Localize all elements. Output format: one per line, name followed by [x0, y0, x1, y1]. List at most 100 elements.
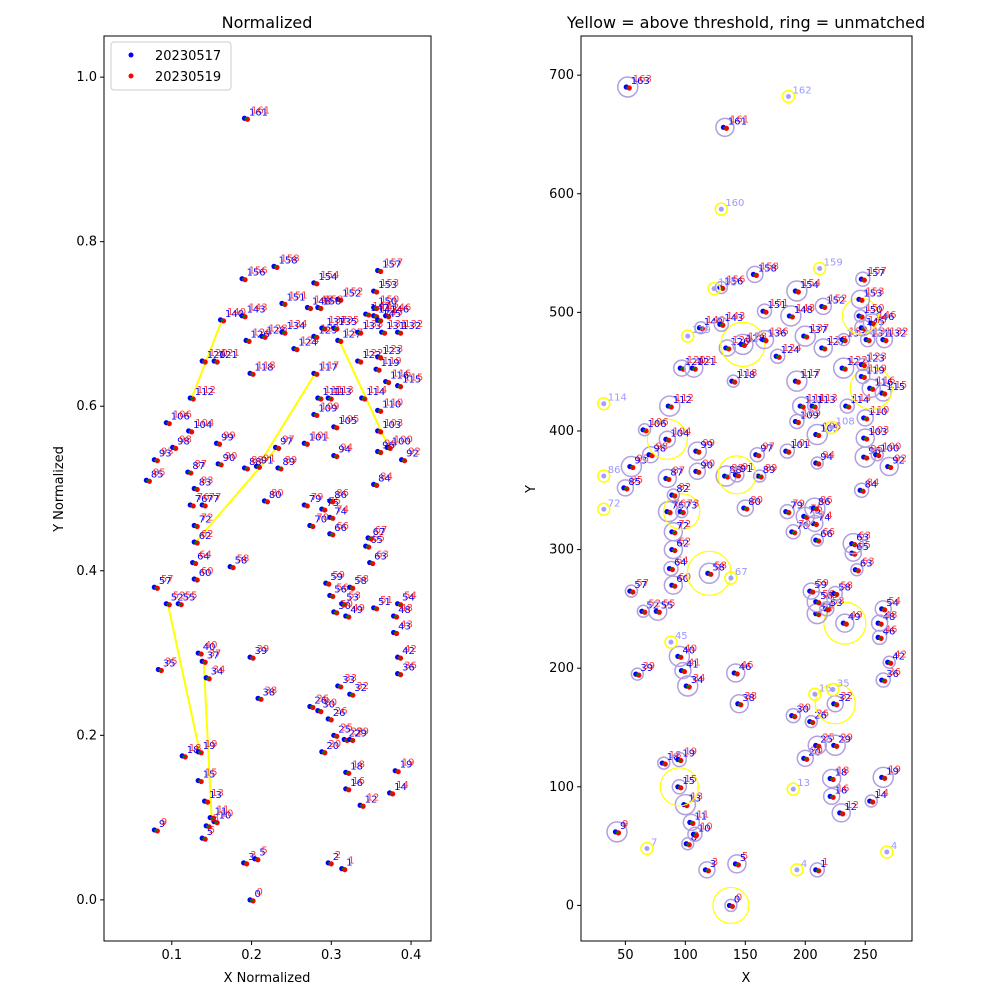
- point-label-red: 62: [678, 537, 691, 548]
- point-label-red: 12: [846, 800, 859, 811]
- point-red: [350, 692, 356, 698]
- point-label-blue: 10: [698, 823, 711, 834]
- point-label-red: 3: [712, 857, 718, 868]
- point-label-blue: 86: [334, 490, 347, 501]
- point-label-blue: 123: [866, 354, 885, 365]
- point-red: [690, 820, 696, 826]
- point-label-blue: 38: [742, 693, 755, 704]
- unmatched-ring: [752, 469, 767, 483]
- point-label-blue: 109: [318, 403, 337, 414]
- point-red: [816, 612, 822, 618]
- point-red: [686, 842, 692, 848]
- point-label-unmatched: 86: [608, 465, 621, 476]
- unmatched-ring: [617, 76, 639, 98]
- point-red: [667, 510, 673, 516]
- point-label-red: 37: [209, 648, 222, 659]
- point-label-blue: 52: [171, 593, 184, 604]
- threshold-ring: [680, 329, 695, 343]
- point-label-red: 124: [783, 343, 802, 354]
- point-red: [708, 571, 714, 577]
- point-label-red: 89: [284, 455, 297, 466]
- match-line: [375, 368, 380, 371]
- point-label-red: 15: [205, 768, 218, 779]
- point-label-red: 5: [742, 851, 748, 862]
- point-label-red: 10: [700, 821, 713, 832]
- point-red: [816, 538, 822, 544]
- match-line: [304, 442, 308, 445]
- point-red: [878, 635, 884, 641]
- point-label-blue: 116: [390, 371, 409, 382]
- point-label-blue: 143: [247, 305, 266, 316]
- match-line: [671, 531, 676, 534]
- point-label-red: 60: [678, 572, 691, 583]
- point-label-blue: 99: [700, 440, 713, 451]
- point-label-blue: 51: [378, 597, 391, 608]
- point-label-red: 55: [663, 598, 676, 609]
- point-unmatched: [668, 639, 674, 645]
- match-line: [377, 450, 381, 454]
- match-line: [377, 319, 381, 322]
- unmatched-ring: [882, 655, 896, 670]
- match-line: [257, 372, 317, 467]
- match-line: [662, 762, 666, 765]
- point-label-red: 86: [336, 488, 349, 499]
- point-red: [816, 868, 822, 874]
- match-line: [741, 343, 745, 347]
- point-label-red: 48: [885, 610, 898, 621]
- point-label-blue: 58: [712, 562, 725, 573]
- point-label-red: 39: [642, 661, 655, 672]
- point-label-blue: 35: [163, 659, 176, 670]
- point-label-blue: 59: [814, 580, 827, 591]
- unmatched-ring: [688, 462, 707, 481]
- point-label-blue: 152: [826, 295, 845, 306]
- point-label-blue: 124: [298, 338, 317, 349]
- point-label-blue: 84: [865, 479, 878, 490]
- point-label-red: 8: [213, 813, 219, 824]
- point-label-red: 98: [656, 442, 669, 453]
- y-tick-label: 400: [549, 424, 574, 439]
- match-line: [775, 355, 780, 358]
- match-line: [365, 545, 369, 548]
- match-line: [851, 542, 855, 546]
- point-label-red: 131: [388, 319, 407, 330]
- point-label-blue: 19: [886, 766, 899, 777]
- unmatched-ring: [806, 423, 829, 446]
- point-label-red: 134: [288, 319, 307, 330]
- match-line: [275, 446, 279, 450]
- point-label-red: 51: [380, 595, 393, 606]
- point-label-red: 94: [822, 450, 835, 461]
- point-label-red: 124: [300, 336, 319, 347]
- point-label-red: 123: [868, 352, 887, 363]
- match-line: [313, 335, 318, 339]
- point-label-blue: 116: [874, 377, 893, 388]
- match-line: [386, 446, 391, 450]
- point-label-red: 151: [769, 298, 788, 309]
- point-label-blue: 137: [326, 317, 345, 328]
- match-line: [377, 269, 381, 273]
- point-label-blue: 19: [203, 741, 216, 752]
- unmatched-ring: [785, 524, 802, 540]
- threshold-ring: [812, 261, 827, 276]
- point-label-red: 10: [221, 809, 234, 820]
- point-label-blue: 114: [850, 395, 869, 406]
- threshold-ring: [790, 863, 804, 877]
- point-label-blue: 14: [394, 782, 407, 793]
- point-label-blue: 145: [382, 309, 401, 320]
- point-label-blue: 127: [342, 329, 361, 340]
- point-label-blue: 92: [406, 449, 419, 460]
- point-label-blue: 36: [402, 663, 415, 674]
- point-red: [741, 342, 748, 348]
- y-tick-label: 300: [549, 543, 574, 558]
- match-line: [209, 816, 214, 820]
- point-label-blue: 110: [868, 407, 887, 418]
- match-line: [671, 584, 676, 587]
- point-red: [350, 737, 356, 744]
- x-tick-label: 50: [617, 948, 634, 963]
- match-line: [213, 820, 218, 824]
- match-line: [327, 397, 332, 400]
- point-label-blue: 49: [350, 605, 363, 616]
- match-line: [877, 622, 882, 625]
- point-label-blue: 42: [892, 651, 905, 662]
- match-line: [333, 454, 338, 458]
- threshold-ring: [664, 635, 678, 649]
